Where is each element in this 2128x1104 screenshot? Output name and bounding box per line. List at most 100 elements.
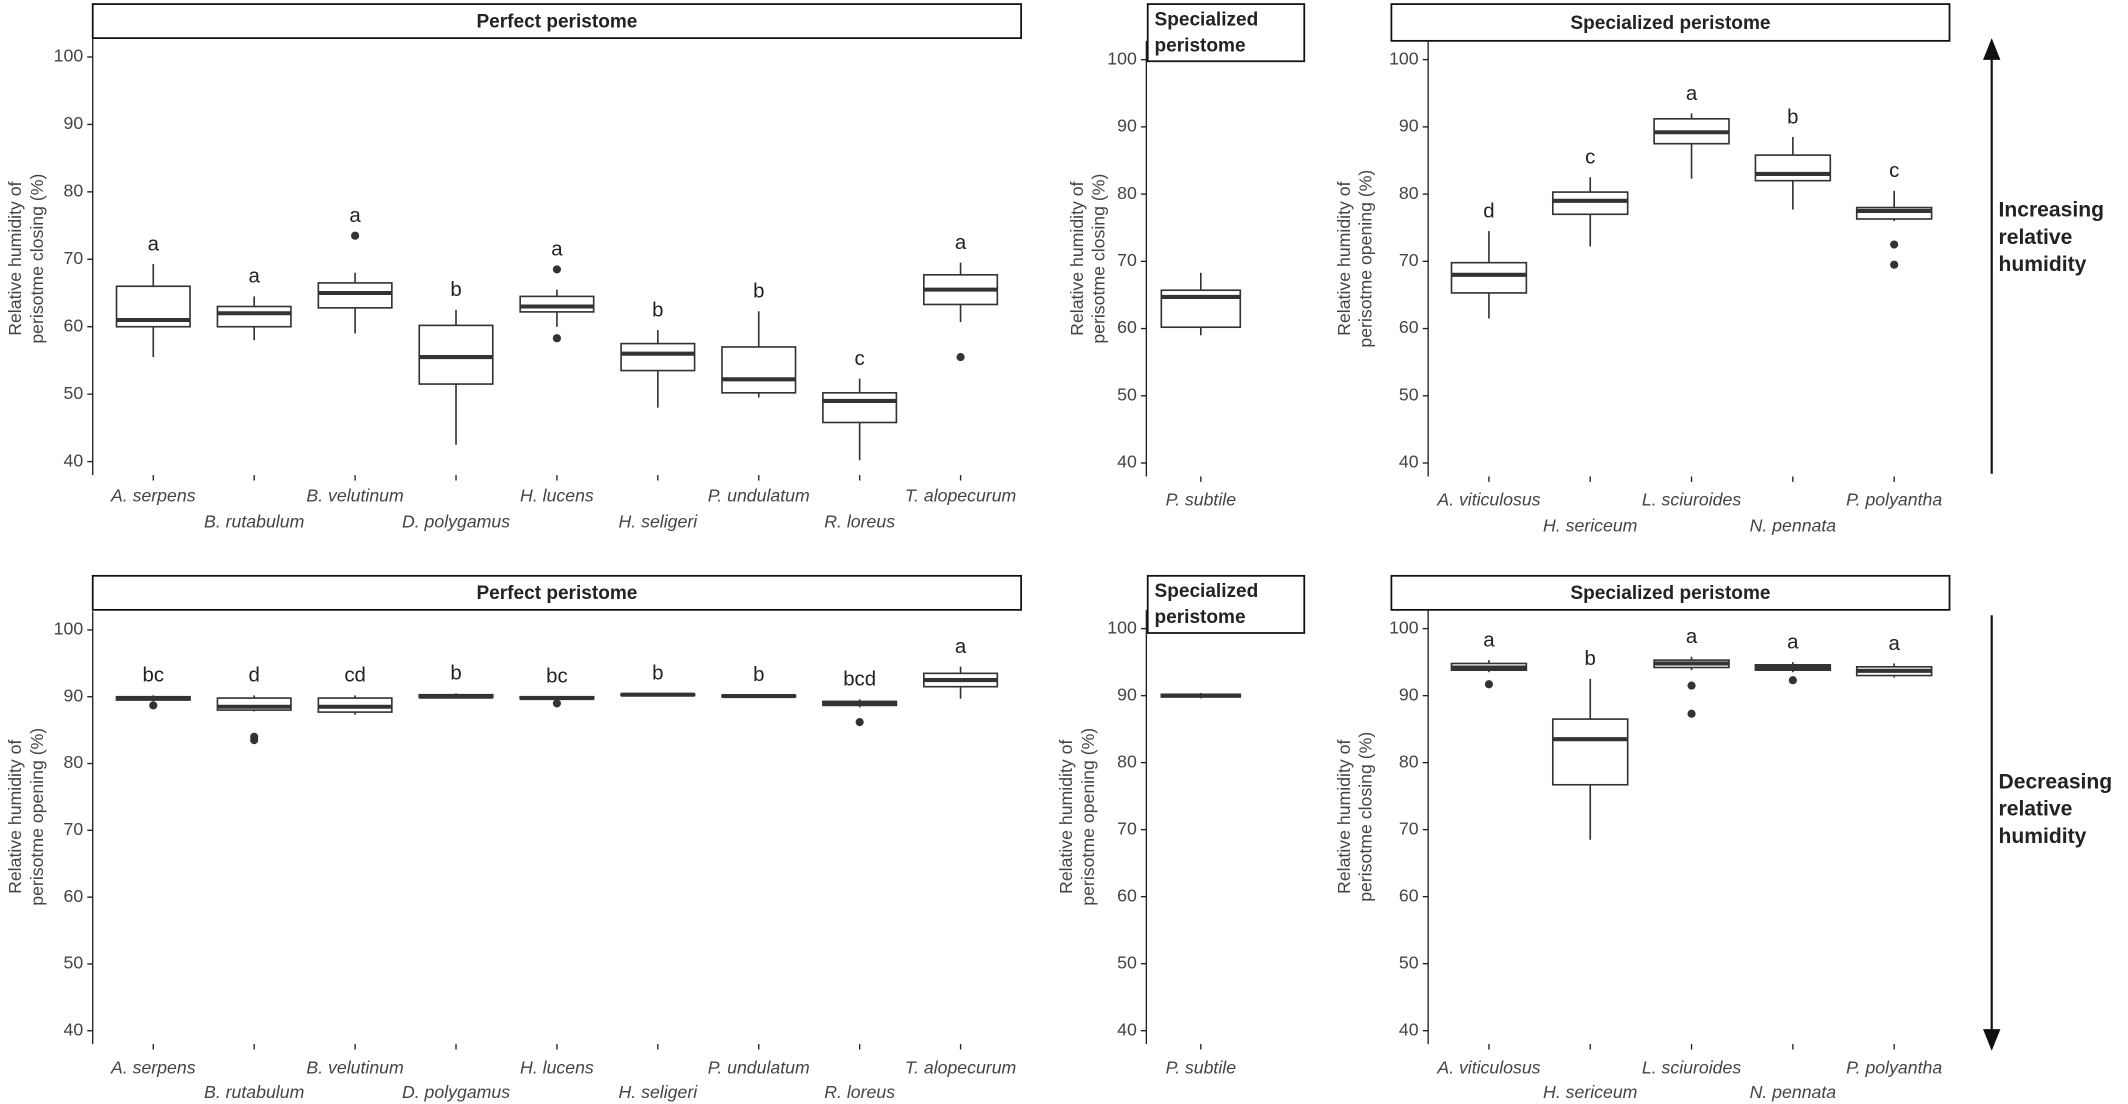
y-tick-label: 100	[1107, 48, 1137, 68]
significance-letter: b	[1585, 648, 1596, 670]
y-tick-label: 80	[64, 181, 84, 201]
significance-letter: bc	[142, 665, 164, 687]
significance-letter: c	[1585, 147, 1595, 169]
significance-letter: a	[349, 205, 361, 227]
x-tick-label: L. sciuroides	[1642, 490, 1741, 510]
y-tick-label: 100	[1389, 48, 1419, 68]
y-tick-label: 40	[1399, 452, 1419, 472]
outlier	[1484, 680, 1494, 689]
significance-letter: a	[551, 239, 563, 261]
x-tick-label: N. pennata	[1750, 1082, 1837, 1102]
significance-letter: a	[1686, 83, 1698, 105]
y-tick-label: 80	[1117, 751, 1137, 771]
y-tick-label: 40	[1117, 1019, 1137, 1039]
y-tick-label: 90	[1399, 684, 1419, 704]
outlier	[1687, 681, 1696, 690]
x-tick-label: P. subtile	[1166, 490, 1237, 510]
outlier	[250, 736, 259, 745]
annotation: humidity	[1999, 253, 2087, 276]
significance-letter: c	[855, 348, 865, 370]
panel-title: Specialized peristome	[1570, 13, 1770, 34]
outlier	[552, 334, 562, 343]
x-tick-label: H. lucens	[520, 486, 594, 506]
panel-title: Specialized peristome	[1570, 583, 1770, 604]
significance-letter: bc	[546, 665, 568, 687]
y-tick-label: 80	[1117, 183, 1137, 203]
x-tick-label: B. velutinum	[306, 1057, 403, 1077]
strip-box	[1390, 3, 1951, 42]
x-tick-label: P. undulatum	[708, 1057, 810, 1077]
x-tick-label: P. polyantha	[1846, 1057, 1942, 1077]
strip-box	[91, 3, 1023, 40]
x-tick-label: A. viticulosus	[1436, 1057, 1540, 1077]
significance-letter: b	[652, 299, 663, 321]
y-tick-label: 40	[1399, 1019, 1419, 1039]
box	[1551, 191, 1629, 216]
y-tick-label: 60	[1399, 317, 1419, 337]
significance-letter: a	[1686, 626, 1698, 648]
significance-letter: b	[450, 279, 461, 301]
y-tick-label: 90	[1399, 116, 1419, 136]
annotation: relative	[1999, 798, 2073, 821]
y-tick-label: 60	[64, 886, 84, 906]
box	[620, 342, 696, 372]
y-axis-label: perisotme closing (%)	[1089, 174, 1109, 344]
box	[1855, 206, 1933, 220]
y-tick-label: 70	[1117, 250, 1137, 270]
outlier	[1788, 676, 1797, 685]
annotation: Increasing	[1999, 199, 2104, 222]
significance-letter: b	[652, 663, 663, 685]
significance-letter: b	[450, 663, 461, 685]
y-axis-label: perisotme opening (%)	[1356, 170, 1376, 348]
box	[1754, 154, 1832, 182]
strip-box	[1146, 3, 1306, 63]
outlier	[1687, 709, 1696, 718]
significance-letter: bcd	[843, 669, 876, 691]
y-tick-label: 90	[64, 685, 84, 705]
outlier	[552, 265, 562, 274]
y-tick-label: 60	[1117, 317, 1137, 337]
panel-title: Specialized	[1155, 581, 1259, 602]
y-tick-label: 100	[54, 619, 84, 639]
y-tick-label: 50	[1117, 952, 1137, 972]
panel-title: Specialized	[1155, 9, 1259, 30]
outlier	[956, 352, 965, 362]
significance-letter: b	[753, 664, 764, 686]
y-axis-label: Relative humidity of	[5, 181, 25, 335]
outlier	[351, 231, 360, 240]
x-tick-label: R. loreus	[824, 1082, 895, 1102]
strip-box	[91, 574, 1023, 611]
outlier	[855, 718, 864, 727]
y-tick-label: 100	[1107, 617, 1137, 637]
panel-title: Perfect peristome	[476, 11, 637, 32]
y-axis-label: perisotme opening (%)	[1078, 728, 1098, 906]
box	[822, 392, 898, 424]
y-tick-label: 90	[64, 113, 84, 133]
significance-letter: d	[1483, 200, 1494, 222]
outlier	[552, 699, 562, 708]
y-tick-label: 90	[1117, 684, 1137, 704]
significance-letter: d	[249, 665, 260, 687]
annotation: humidity	[1999, 825, 2087, 848]
x-tick-label: H. sericeum	[1543, 1082, 1637, 1102]
outlier	[149, 701, 158, 710]
y-tick-label: 40	[64, 1019, 84, 1039]
y-tick-label: 80	[1399, 751, 1419, 771]
significance-letter: a	[1787, 631, 1799, 653]
panel-title: peristome	[1155, 35, 1246, 56]
y-axis-label: perisotme opening (%)	[27, 728, 47, 906]
x-tick-label: H. seligeri	[619, 511, 699, 531]
x-tick-label: R. loreus	[824, 511, 895, 531]
significance-letter: c	[1889, 160, 1899, 182]
significance-letter: a	[1483, 629, 1495, 651]
significance-letter: a	[955, 636, 967, 658]
significance-letter: b	[753, 281, 764, 303]
significance-letter: a	[249, 266, 261, 288]
x-tick-label: A. serpens	[110, 1057, 196, 1077]
box	[418, 324, 494, 385]
annotation: Decreasing	[1999, 770, 2113, 793]
y-tick-label: 70	[64, 819, 84, 839]
x-tick-label: B. rutabulum	[204, 511, 304, 531]
